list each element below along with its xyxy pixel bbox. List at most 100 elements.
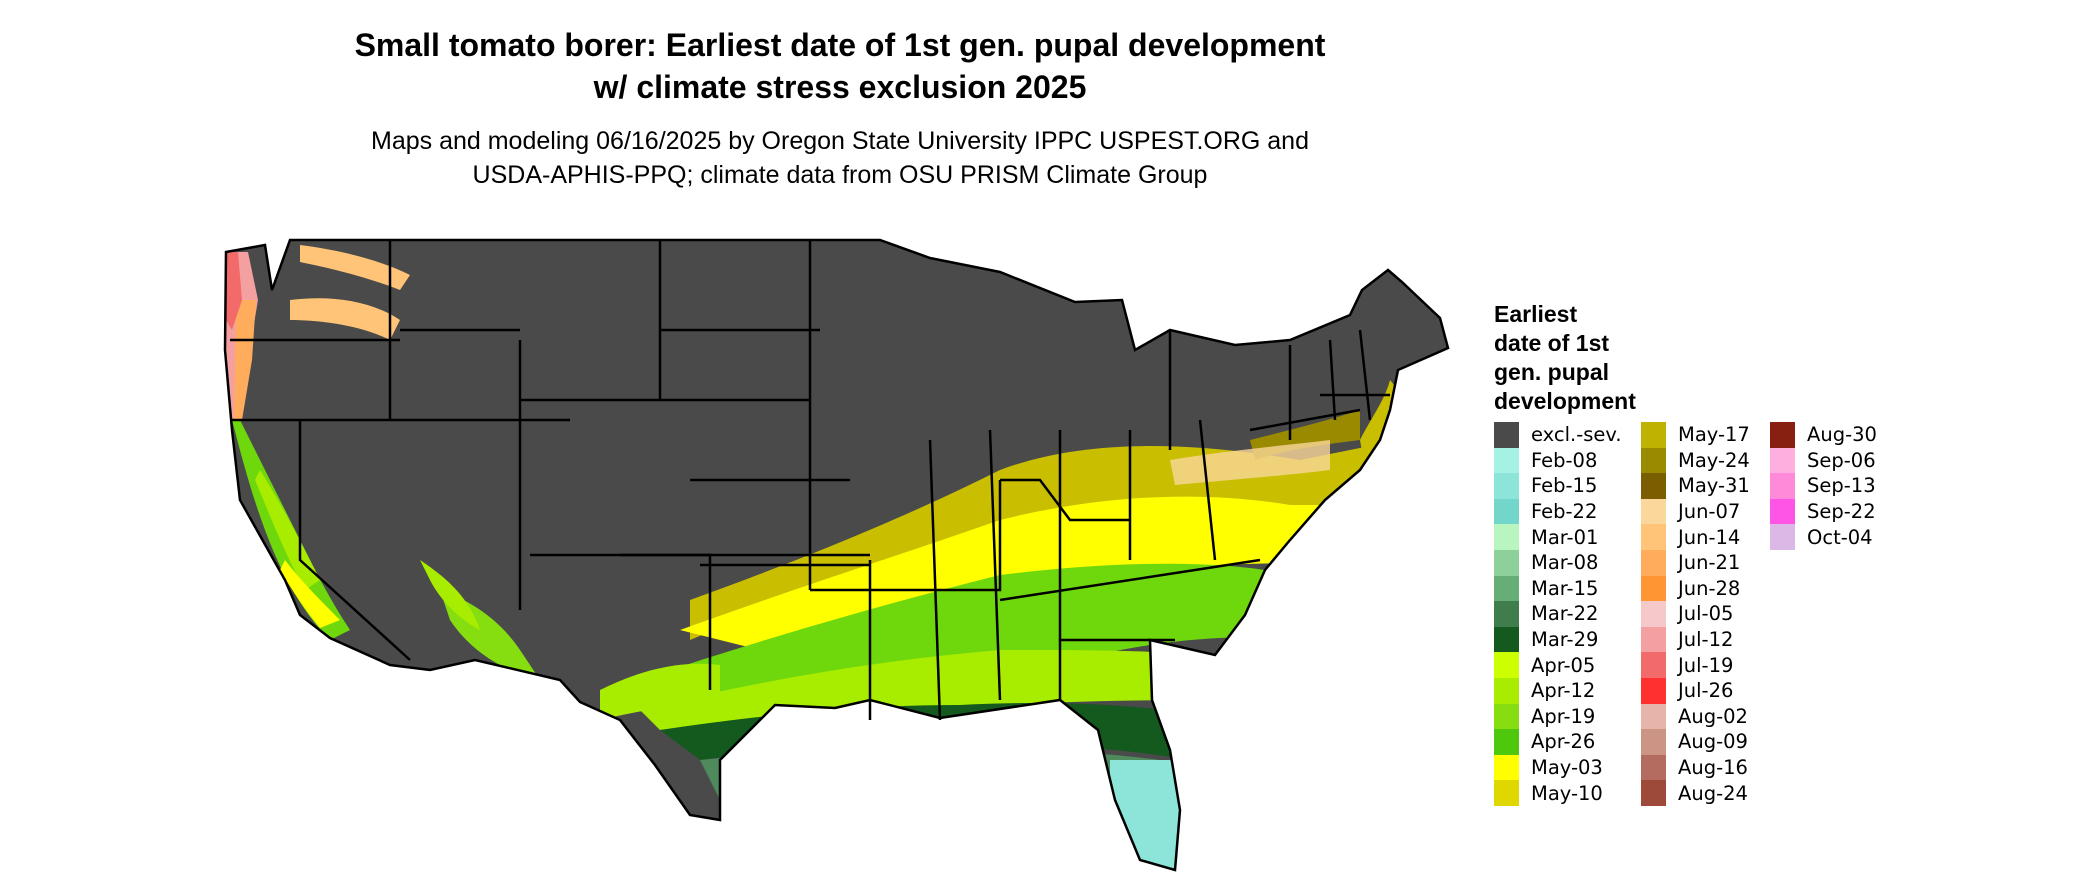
title-line-2: w/ climate stress exclusion 2025	[593, 69, 1087, 105]
legend-swatch	[1641, 677, 1666, 704]
legend-item: May-10	[1494, 780, 1622, 806]
legend-label: Feb-22	[1531, 500, 1598, 524]
legend-item: Jun-07	[1641, 498, 1750, 525]
legend-label: May-10	[1531, 781, 1603, 805]
legend-swatch	[1770, 524, 1795, 550]
legend-swatch	[1494, 498, 1519, 525]
legend-item: Jul-26	[1641, 677, 1750, 704]
legend-item: Jul-05	[1641, 601, 1750, 627]
legend-item: Apr-26	[1494, 729, 1622, 755]
legend-swatch	[1494, 677, 1519, 704]
legend-swatch	[1641, 575, 1666, 602]
legend-item: Jul-19	[1641, 652, 1750, 678]
legend-swatch	[1641, 524, 1666, 550]
legend-label: Jun-14	[1678, 525, 1741, 549]
legend-item: Jun-21	[1641, 549, 1750, 576]
title-line-1: Small tomato borer: Earliest date of 1st…	[354, 27, 1326, 63]
legend-label: Aug-02	[1678, 704, 1748, 728]
legend-column-1: excl.-sev. Feb-08 Feb-15 Feb-22 Mar-01 Mar-08…	[1494, 422, 1622, 806]
legend-swatch	[1641, 652, 1666, 678]
legend-item: Sep-22	[1770, 498, 1877, 525]
legend-swatch	[1641, 498, 1666, 525]
legend-swatch	[1770, 447, 1795, 474]
legend-item: Sep-13	[1770, 473, 1877, 499]
legend-item: Aug-16	[1641, 754, 1750, 781]
map-subtitle: Maps and modeling 06/16/2025 by Oregon S…	[0, 124, 1680, 192]
legend-swatch	[1641, 754, 1666, 781]
legend-swatch	[1494, 780, 1519, 806]
legend-title-line: Earliest	[1494, 301, 1578, 327]
legend-label: Jul-19	[1678, 653, 1734, 677]
legend-label: May-24	[1678, 448, 1750, 472]
us-map	[223, 238, 1450, 872]
legend-swatch	[1494, 626, 1519, 653]
legend-item: Mar-15	[1494, 575, 1622, 602]
legend-item: Apr-19	[1494, 703, 1622, 730]
legend-swatch	[1641, 549, 1666, 576]
legend-swatch	[1494, 601, 1519, 627]
legend-swatch	[1494, 473, 1519, 499]
subtitle-line-2: USDA-APHIS-PPQ; climate data from OSU PR…	[472, 161, 1208, 189]
legend-label: Aug-09	[1678, 730, 1748, 754]
legend-item: Mar-29	[1494, 626, 1622, 653]
legend-label: Apr-05	[1531, 653, 1596, 677]
legend-column-2: May-17 May-24 May-31 Jun-07 Jun-14 Jun-21 Jun-…	[1641, 422, 1750, 806]
legend-swatch	[1641, 626, 1666, 653]
legend-label: May-17	[1678, 423, 1750, 447]
legend-swatch	[1494, 422, 1519, 448]
legend-swatch	[1770, 498, 1795, 525]
legend-label: Jun-07	[1678, 500, 1741, 524]
legend-swatch	[1641, 729, 1666, 755]
legend-label: Jul-12	[1678, 628, 1734, 652]
legend-item: May-24	[1641, 447, 1750, 474]
legend-label: Oct-04	[1807, 525, 1873, 549]
legend-item: excl.-sev.	[1494, 422, 1622, 448]
legend-swatch	[1770, 473, 1795, 499]
legend-swatch	[1494, 652, 1519, 678]
legend-swatch	[1641, 780, 1666, 806]
legend-label: Jul-05	[1678, 602, 1734, 626]
legend-label: Mar-29	[1531, 628, 1599, 652]
legend-item: Jun-14	[1641, 524, 1750, 550]
legend-label: Aug-24	[1678, 781, 1748, 805]
legend-label: Jul-26	[1678, 679, 1734, 703]
legend-item: May-31	[1641, 473, 1750, 499]
legend-label: Mar-01	[1531, 525, 1599, 549]
legend-label: Mar-22	[1531, 602, 1599, 626]
legend-item: Mar-22	[1494, 601, 1622, 627]
legend-item: Aug-24	[1641, 780, 1750, 806]
legend-item: Oct-04	[1770, 524, 1877, 550]
legend-swatch	[1494, 575, 1519, 602]
legend-label: Feb-08	[1531, 448, 1598, 472]
legend-label: Sep-06	[1807, 448, 1876, 472]
legend-label: Apr-12	[1531, 679, 1596, 703]
legend-item: Aug-02	[1641, 703, 1750, 730]
legend-label: Mar-15	[1531, 576, 1599, 600]
legend-label: May-31	[1678, 474, 1750, 498]
legend-item: Mar-08	[1494, 549, 1622, 576]
legend-swatch	[1641, 473, 1666, 499]
legend-swatch	[1770, 422, 1795, 448]
legend-label: Jun-21	[1678, 551, 1741, 575]
legend-item: Sep-06	[1770, 447, 1877, 474]
legend-label: Apr-19	[1531, 704, 1596, 728]
legend-label: Aug-16	[1678, 756, 1748, 780]
legend-swatch	[1641, 447, 1666, 474]
legend-label: Mar-08	[1531, 551, 1599, 575]
legend-label: excl.-sev.	[1531, 423, 1622, 447]
legend-label: Feb-15	[1531, 474, 1598, 498]
legend-item: Jul-12	[1641, 626, 1750, 653]
legend-item: Apr-12	[1494, 677, 1622, 704]
legend-title-line: gen. pupal	[1494, 359, 1609, 385]
legend-swatch	[1494, 703, 1519, 730]
legend-item: May-03	[1494, 754, 1622, 781]
legend-title-line: development	[1494, 388, 1636, 414]
legend-label: May-03	[1531, 756, 1603, 780]
legend-title: Earliest date of 1st gen. pupal developm…	[1494, 300, 1684, 416]
legend-label: Sep-13	[1807, 474, 1876, 498]
legend-label: Apr-26	[1531, 730, 1596, 754]
legend-label: Aug-30	[1807, 423, 1877, 447]
legend-item: Aug-09	[1641, 729, 1750, 755]
legend-item: Aug-30	[1770, 422, 1877, 448]
legend-item: Apr-05	[1494, 652, 1622, 678]
